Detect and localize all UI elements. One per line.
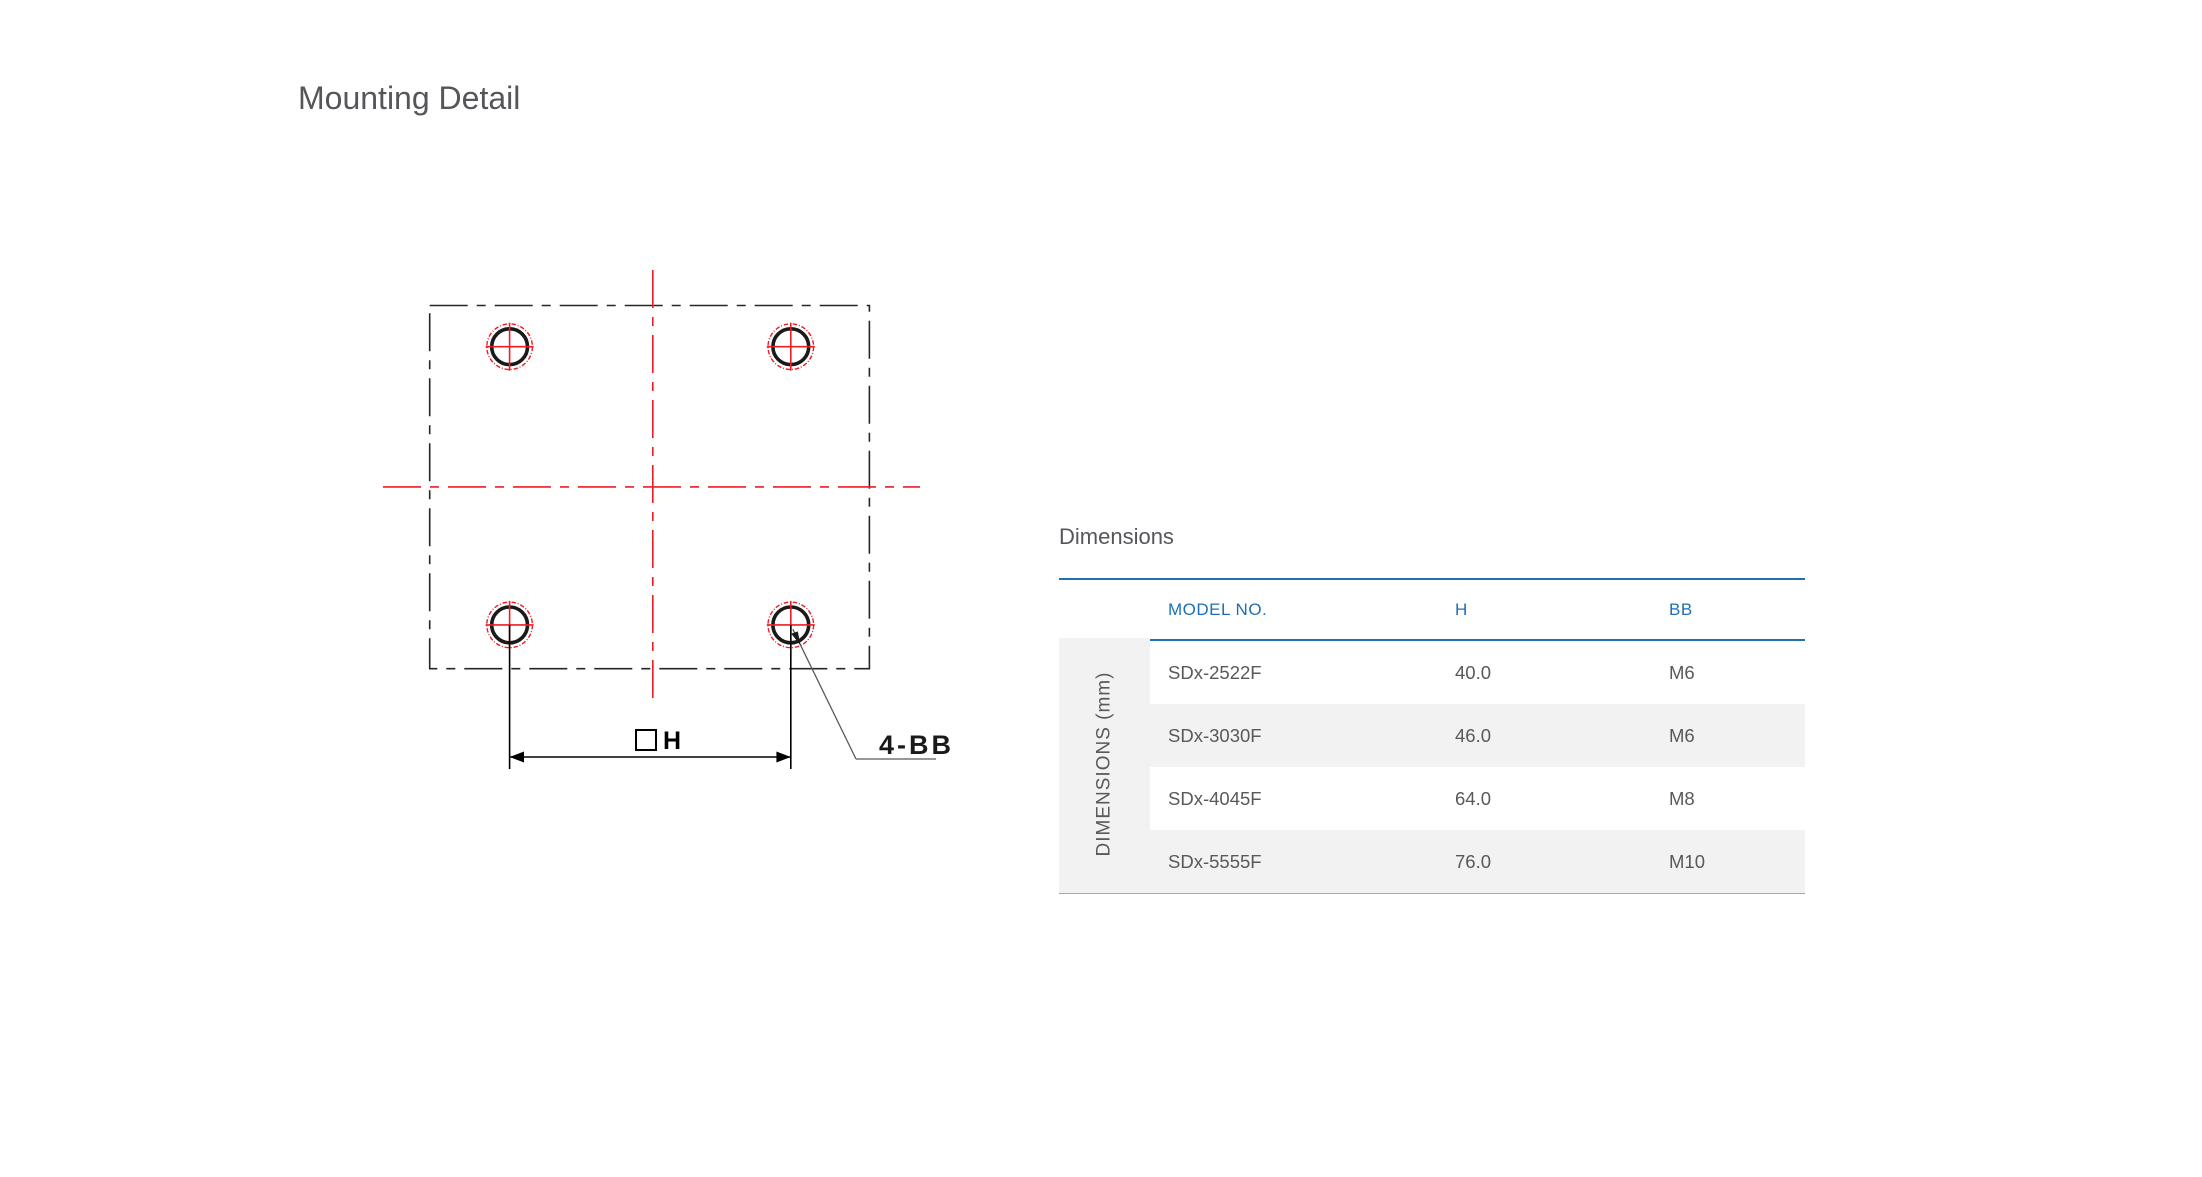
svg-text:4-BB: 4-BB <box>879 730 954 760</box>
svg-text:H: H <box>663 727 681 755</box>
